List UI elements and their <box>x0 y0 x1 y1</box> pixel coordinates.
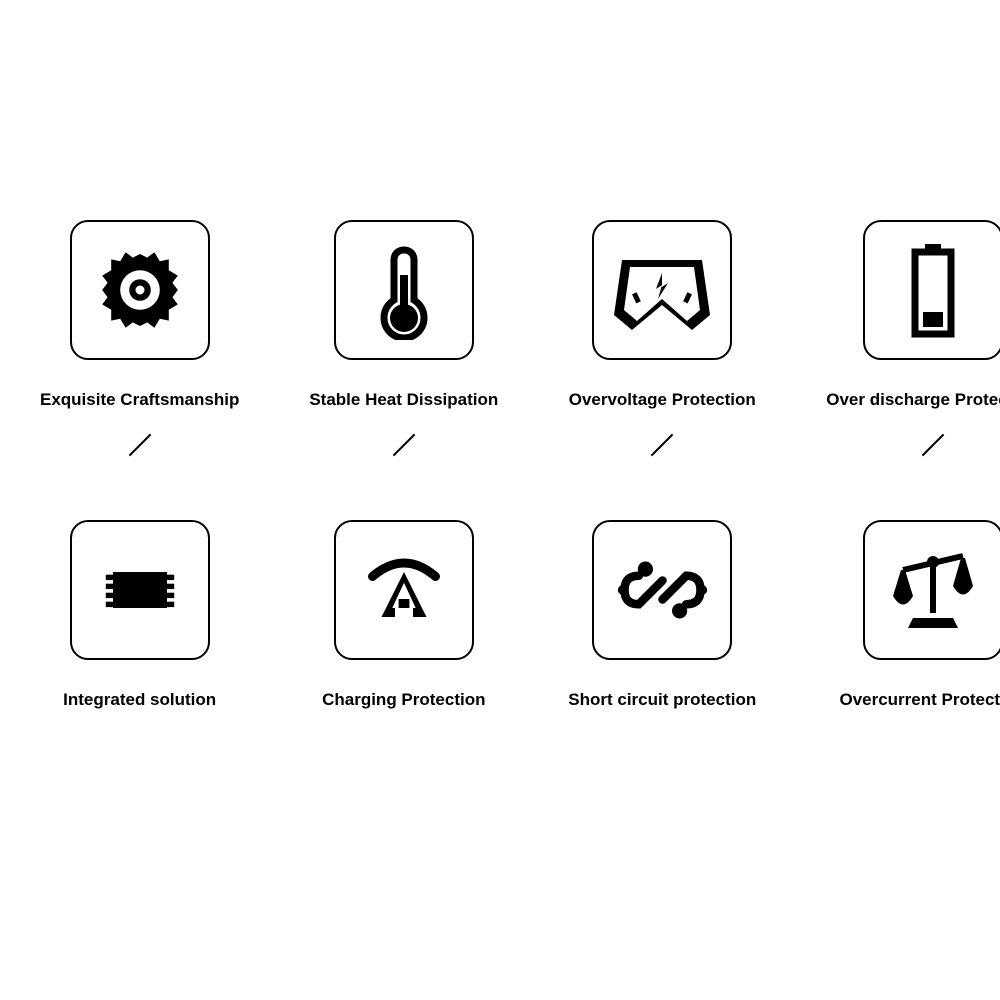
gauge-icon <box>612 245 712 335</box>
slash-divider <box>389 430 419 460</box>
icon-box <box>592 220 732 360</box>
feature-cell: Integrated solution <box>40 520 239 710</box>
icon-box <box>70 520 210 660</box>
feature-label: Over discharge Protection <box>826 390 1000 410</box>
icon-box <box>334 220 474 360</box>
feature-cell: Overvoltage Protection <box>568 220 756 460</box>
slash-divider <box>918 430 948 460</box>
feature-label: Charging Protection <box>322 690 485 710</box>
feature-cell: Charging Protection <box>309 520 498 710</box>
slash-divider <box>125 430 155 460</box>
icon-box <box>863 220 1000 360</box>
gear-icon <box>95 245 185 335</box>
slash-divider <box>647 430 677 460</box>
charging-icon <box>359 545 449 635</box>
battery-icon <box>903 240 963 340</box>
feature-label: Exquisite Craftsmanship <box>40 390 239 410</box>
balance-icon <box>883 548 983 633</box>
feature-label: Overcurrent Protection <box>839 690 1000 710</box>
thermometer-icon <box>369 240 439 340</box>
feature-cell: Overcurrent Protection <box>826 520 1000 710</box>
feature-label: Integrated solution <box>63 690 216 710</box>
feature-label: Stable Heat Dissipation <box>309 390 498 410</box>
short-circuit-icon <box>615 550 710 630</box>
feature-grid: Exquisite Craftsmanship Stable Heat Diss… <box>40 220 960 710</box>
feature-label: Overvoltage Protection <box>569 390 756 410</box>
icon-box <box>863 520 1000 660</box>
icon-box <box>334 520 474 660</box>
icon-box <box>70 220 210 360</box>
chip-icon <box>95 555 185 625</box>
icon-box <box>592 520 732 660</box>
feature-cell: Over discharge Protection <box>826 220 1000 460</box>
feature-cell: Stable Heat Dissipation <box>309 220 498 460</box>
feature-cell: Exquisite Craftsmanship <box>40 220 239 460</box>
feature-label: Short circuit protection <box>568 690 756 710</box>
feature-cell: Short circuit protection <box>568 520 756 710</box>
